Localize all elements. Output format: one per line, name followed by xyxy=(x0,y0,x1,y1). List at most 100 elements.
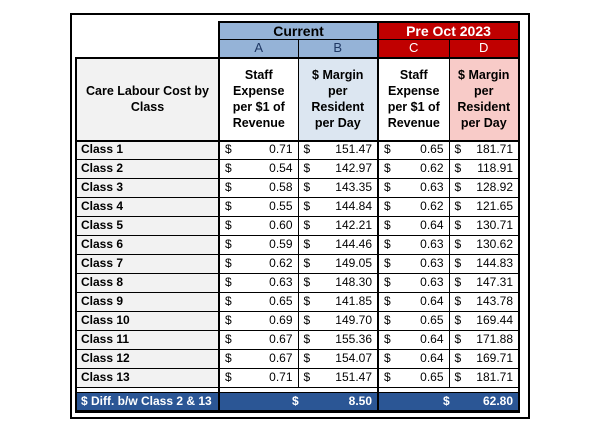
currency-symbol: $ xyxy=(303,351,311,366)
staff-expense-value-preoct[interactable]: $0.64 xyxy=(377,330,450,351)
currency-symbol: $ xyxy=(303,218,311,233)
class-row-label[interactable]: Class 11 xyxy=(75,330,220,351)
staff-expense-header-current[interactable]: Staff Expense per $1 of Revenue xyxy=(218,56,299,142)
currency-symbol: $ xyxy=(303,237,311,252)
column-letter-b[interactable]: B xyxy=(297,39,379,59)
class-row-label[interactable]: Class 10 xyxy=(75,311,220,332)
diff-current-value[interactable]: $ 8.50 xyxy=(219,392,379,414)
currency-symbol: $ xyxy=(303,370,311,385)
currency-symbol: $ xyxy=(303,199,311,214)
currency-symbol: $ xyxy=(384,180,391,195)
diff-row-label[interactable]: $ Diff. b/w Class 2 & 13 xyxy=(75,392,220,414)
margin-value-preoct[interactable]: $121.65 xyxy=(448,197,520,218)
currency-symbol: $ xyxy=(384,256,391,271)
staff-expense-value-preoct[interactable]: $0.64 xyxy=(377,292,450,313)
staff-expense-value-preoct[interactable]: $0.64 xyxy=(377,349,450,370)
staff-expense-value-current[interactable]: $0.54 xyxy=(218,159,299,180)
margin-value-current[interactable]: $149.05 xyxy=(297,254,379,275)
margin-value-preoct[interactable]: $171.88 xyxy=(448,330,520,351)
staff-expense-value-preoct[interactable]: $0.63 xyxy=(377,254,450,275)
staff-expense-value-preoct[interactable]: $0.62 xyxy=(377,159,450,180)
class-row-label[interactable]: Class 12 xyxy=(75,349,220,370)
margin-value-preoct[interactable]: $128.92 xyxy=(448,178,520,199)
class-row-label[interactable]: Class 8 xyxy=(75,273,220,294)
current-group-header[interactable]: Current xyxy=(218,21,379,41)
row-header-care-labour-cost[interactable]: Care Labour Cost by Class xyxy=(75,56,220,142)
table-row: Class 8 $0.63 $148.30 $0.63 $147.31 xyxy=(75,273,520,294)
margin-value-current[interactable]: $144.46 xyxy=(297,235,379,256)
margin-value-preoct[interactable]: $169.44 xyxy=(448,311,520,332)
staff-expense-value-preoct[interactable]: $0.65 xyxy=(377,140,450,161)
class-row-label[interactable]: Class 13 xyxy=(75,368,220,389)
class-row-label[interactable]: Class 2 xyxy=(75,159,220,180)
staff-expense-value-current[interactable]: $0.59 xyxy=(218,235,299,256)
margin-value-preoct[interactable]: $130.71 xyxy=(448,216,520,237)
margin-value-current[interactable]: $141.85 xyxy=(297,292,379,313)
staff-expense-value-current[interactable]: $0.67 xyxy=(218,330,299,351)
margin-value-current[interactable]: $148.30 xyxy=(297,273,379,294)
currency-symbol: $ xyxy=(384,370,391,385)
column-letter-c[interactable]: C xyxy=(377,39,450,59)
staff-expense-value-current[interactable]: $0.58 xyxy=(218,178,299,199)
class-row-label[interactable]: Class 7 xyxy=(75,254,220,275)
staff-expense-value-current[interactable]: $0.71 xyxy=(218,368,299,389)
margin-value-current[interactable]: $149.70 xyxy=(297,311,379,332)
margin-value-current[interactable]: $142.21 xyxy=(297,216,379,237)
margin-value-preoct[interactable]: $147.31 xyxy=(448,273,520,294)
column-letter-a[interactable]: A xyxy=(218,39,299,59)
currency-symbol: $ xyxy=(225,142,232,157)
diff-preoct-value[interactable]: $ 62.80 xyxy=(378,392,520,414)
staff-expense-value-preoct[interactable]: $0.63 xyxy=(377,178,450,199)
staff-expense-value-current[interactable]: $0.62 xyxy=(218,254,299,275)
margin-header-preoct[interactable]: $ Margin per Resident per Day xyxy=(448,56,520,142)
margin-value-preoct[interactable]: $143.78 xyxy=(448,292,520,313)
currency-symbol: $ xyxy=(225,161,232,176)
staff-expense-value-preoct[interactable]: $0.65 xyxy=(377,311,450,332)
preoct-group-header[interactable]: Pre Oct 2023 xyxy=(377,21,520,41)
class-row-label[interactable]: Class 5 xyxy=(75,216,220,237)
staff-expense-value-current[interactable]: $0.65 xyxy=(218,292,299,313)
column-letter-d[interactable]: D xyxy=(448,39,520,59)
diff-row: $ Diff. b/w Class 2 & 13 $ 8.50 $ 62.80 xyxy=(75,392,520,414)
staff-expense-value-current[interactable]: $0.60 xyxy=(218,216,299,237)
margin-value-current[interactable]: $155.36 xyxy=(297,330,379,351)
margin-value-preoct[interactable]: $169.71 xyxy=(448,349,520,370)
class-row-label[interactable]: Class 3 xyxy=(75,178,220,199)
staff-expense-value-current[interactable]: $0.63 xyxy=(218,273,299,294)
empty-corner-cell xyxy=(76,39,219,58)
class-row-label[interactable]: Class 4 xyxy=(75,197,220,218)
staff-expense-header-preoct[interactable]: Staff Expense per $1 of Revenue xyxy=(377,56,450,142)
margin-value-preoct[interactable]: $130.62 xyxy=(448,235,520,256)
class-row-label[interactable]: Class 1 xyxy=(75,140,220,161)
currency-symbol: $ xyxy=(384,218,391,233)
currency-symbol: $ xyxy=(292,393,299,408)
margin-value-current[interactable]: $151.47 xyxy=(297,368,379,389)
currency-symbol: $ xyxy=(225,275,232,290)
staff-expense-value-current[interactable]: $0.67 xyxy=(218,349,299,370)
margin-value-preoct[interactable]: $118.91 xyxy=(448,159,520,180)
class-row-label[interactable]: Class 9 xyxy=(75,292,220,313)
currency-symbol: $ xyxy=(225,332,232,347)
staff-expense-value-current[interactable]: $0.55 xyxy=(218,197,299,218)
margin-value-current[interactable]: $151.47 xyxy=(297,140,379,161)
margin-value-current[interactable]: $142.97 xyxy=(297,159,379,180)
staff-expense-value-current[interactable]: $0.71 xyxy=(218,140,299,161)
staff-expense-value-preoct[interactable]: $0.63 xyxy=(377,235,450,256)
currency-symbol: $ xyxy=(225,351,232,366)
currency-symbol: $ xyxy=(384,199,391,214)
currency-symbol: $ xyxy=(454,313,462,328)
margin-value-preoct[interactable]: $181.71 xyxy=(448,368,520,389)
margin-value-current[interactable]: $154.07 xyxy=(297,349,379,370)
margin-value-current[interactable]: $144.84 xyxy=(297,197,379,218)
staff-expense-value-preoct[interactable]: $0.63 xyxy=(377,273,450,294)
margin-value-current[interactable]: $143.35 xyxy=(297,178,379,199)
margin-value-preoct[interactable]: $144.83 xyxy=(448,254,520,275)
staff-expense-value-preoct[interactable]: $0.64 xyxy=(377,216,450,237)
staff-expense-value-preoct[interactable]: $0.65 xyxy=(377,368,450,389)
staff-expense-value-preoct[interactable]: $0.62 xyxy=(377,197,450,218)
staff-expense-value-current[interactable]: $0.69 xyxy=(218,311,299,332)
margin-header-current[interactable]: $ Margin per Resident per Day xyxy=(297,56,379,142)
margin-value-preoct[interactable]: $181.71 xyxy=(448,140,520,161)
currency-symbol: $ xyxy=(454,142,462,157)
class-row-label[interactable]: Class 6 xyxy=(75,235,220,256)
